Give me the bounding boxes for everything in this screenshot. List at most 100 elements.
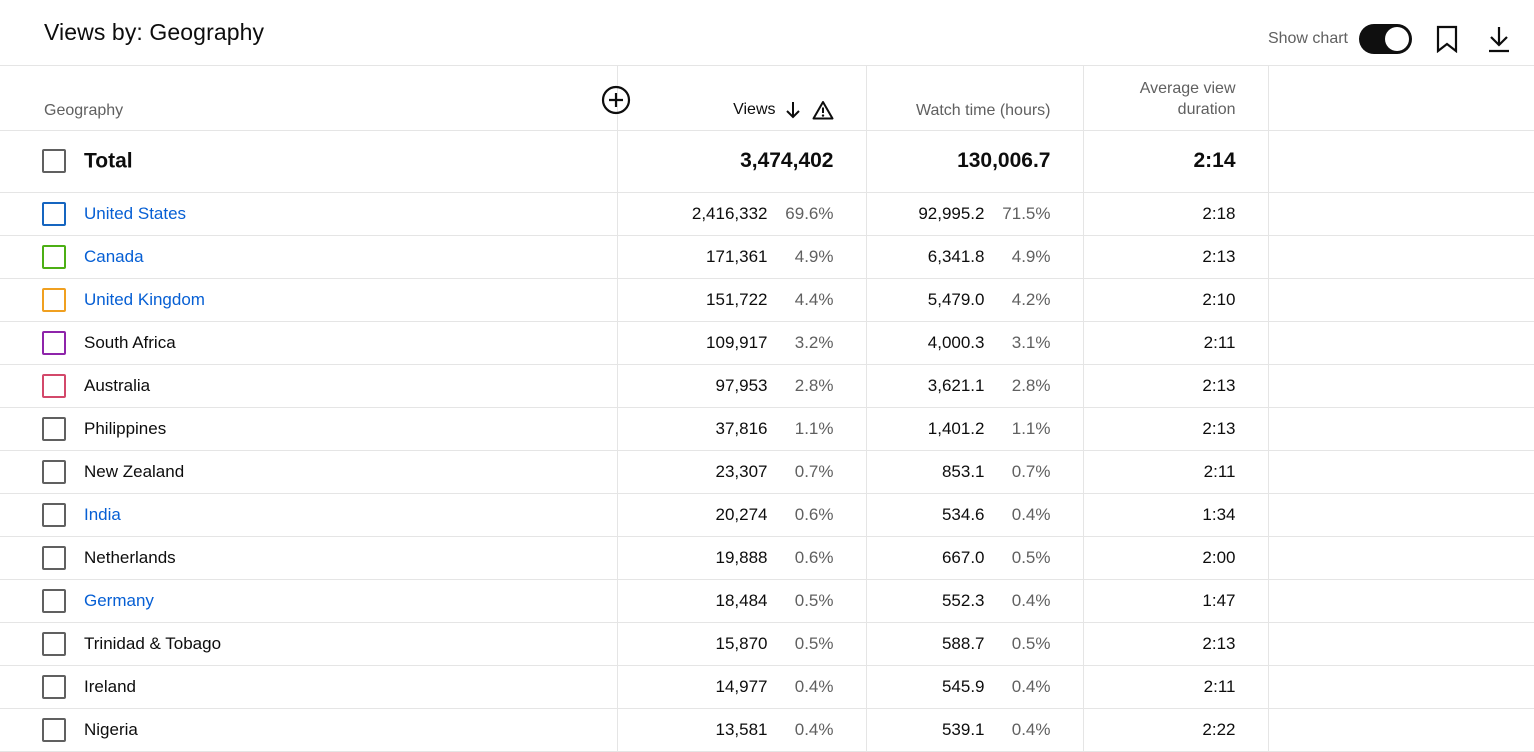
views-value: 19,888 — [715, 547, 768, 567]
views-percent: 0.6% — [794, 547, 834, 567]
country-name: Nigeria — [84, 719, 138, 739]
views-value: 13,581 — [715, 719, 768, 739]
views-value: 14,977 — [715, 676, 768, 696]
row-checkbox[interactable] — [42, 717, 66, 742]
add-circle-icon — [601, 85, 630, 115]
watch-time-value: 534.6 — [941, 504, 985, 524]
table-row: United Kingdom 151,722 4.4% 5,479.0 4.2% 2:10 — [0, 278, 1534, 322]
total-checkbox[interactable] — [42, 149, 66, 174]
geo-cell: Ireland — [0, 665, 617, 709]
watch-time-percent: 0.5% — [1011, 547, 1051, 567]
views-value: 20,274 — [715, 504, 768, 524]
watch-time-value: 3,621.1 — [927, 375, 985, 395]
views-percent: 1.1% — [794, 418, 834, 438]
views-cell: 97,953 2.8% — [616, 364, 866, 408]
watch-time-cell: 545.9 0.4% — [865, 665, 1083, 709]
download-icon — [1489, 27, 1509, 53]
row-checkbox[interactable] — [42, 588, 66, 613]
watch-time-cell: 853.1 0.7% — [865, 450, 1083, 494]
geography-table: Geography Views — [0, 66, 1534, 752]
total-row: Total 3,474,402 130,006.7 2:14 — [0, 130, 1534, 193]
column-header-avg-view-duration[interactable]: Average view duration — [1082, 66, 1268, 131]
views-value: 97,953 — [715, 375, 768, 395]
country-name[interactable]: India — [84, 504, 121, 524]
watch-time-header-label: Watch time (hours) — [915, 101, 1051, 119]
table-row: Philippines 37,816 1.1% 1,401.2 1.1% 2:13 — [0, 407, 1534, 451]
row-checkbox[interactable] — [42, 502, 66, 527]
page-title: Views by: Geography — [44, 19, 265, 45]
empty-cell — [1267, 536, 1534, 580]
geo-cell: United Kingdom — [0, 278, 617, 322]
add-column-button[interactable] — [601, 85, 631, 115]
watch-time-percent: 4.9% — [1011, 246, 1051, 266]
avg-view-duration-cell: 2:11 — [1082, 665, 1268, 709]
table-row: Netherlands 19,888 0.6% 667.0 0.5% 2:00 — [0, 536, 1534, 580]
views-percent: 0.4% — [794, 719, 834, 739]
watch-time-value: 5,479.0 — [927, 289, 985, 309]
column-header-watch-time[interactable]: Watch time (hours) — [865, 66, 1083, 131]
show-chart-toggle[interactable] — [1359, 24, 1412, 54]
toggle-knob — [1385, 27, 1409, 51]
empty-cell — [1267, 235, 1534, 279]
row-checkbox[interactable] — [42, 201, 66, 226]
warning-icon — [812, 100, 833, 119]
watch-time-cell: 5,479.0 4.2% — [865, 278, 1083, 322]
country-name[interactable]: United States — [84, 203, 187, 223]
watch-time-percent: 4.2% — [1011, 289, 1051, 309]
total-watch-time: 130,006.7 — [865, 130, 1083, 193]
views-cell: 14,977 0.4% — [616, 665, 866, 709]
watch-time-cell: 534.6 0.4% — [865, 493, 1083, 537]
watch-time-value: 588.7 — [941, 633, 985, 653]
row-checkbox[interactable] — [42, 330, 66, 355]
avg-view-duration-cell: 2:18 — [1082, 192, 1268, 236]
watch-time-value: 92,995.2 — [918, 203, 985, 223]
views-percent: 4.4% — [794, 289, 834, 309]
row-checkbox[interactable] — [42, 459, 66, 484]
empty-cell — [1267, 622, 1534, 666]
table-row: South Africa 109,917 3.2% 4,000.3 3.1% 2:11 — [0, 321, 1534, 365]
views-cell: 37,816 1.1% — [616, 407, 866, 451]
bookmark-button[interactable] — [1432, 24, 1462, 54]
row-checkbox[interactable] — [42, 631, 66, 656]
watch-time-percent: 3.1% — [1011, 332, 1051, 352]
download-button[interactable] — [1484, 24, 1514, 54]
empty-cell — [1267, 665, 1534, 709]
watch-time-cell: 539.1 0.4% — [865, 708, 1083, 752]
row-checkbox[interactable] — [42, 373, 66, 398]
views-percent: 3.2% — [794, 332, 834, 352]
views-cell: 151,722 4.4% — [616, 278, 866, 322]
watch-time-value: 4,000.3 — [927, 332, 985, 352]
avd-header-line2: duration — [1177, 100, 1236, 118]
views-cell: 19,888 0.6% — [616, 536, 866, 580]
avg-view-duration-cell: 1:47 — [1082, 579, 1268, 623]
total-label: Total — [84, 149, 133, 173]
watch-time-percent: 0.4% — [1011, 676, 1051, 696]
row-checkbox[interactable] — [42, 416, 66, 441]
views-value: 15,870 — [715, 633, 768, 653]
row-checkbox[interactable] — [42, 674, 66, 699]
bookmark-icon — [1436, 25, 1458, 53]
total-views: 3,474,402 — [616, 130, 866, 193]
total-empty-cell — [1267, 130, 1534, 193]
country-name[interactable]: Germany — [84, 590, 154, 610]
views-percent: 2.8% — [794, 375, 834, 395]
geo-cell: Trinidad & Tobago — [0, 622, 617, 666]
total-avg-view-duration: 2:14 — [1082, 130, 1268, 193]
empty-cell — [1267, 278, 1534, 322]
row-checkbox[interactable] — [42, 244, 66, 269]
views-value: 18,484 — [715, 590, 768, 610]
watch-time-percent: 0.5% — [1011, 633, 1051, 653]
country-name: Ireland — [84, 676, 136, 696]
geo-cell: Netherlands — [0, 536, 617, 580]
country-name[interactable]: Canada — [84, 246, 144, 266]
watch-time-value: 667.0 — [941, 547, 985, 567]
watch-time-percent: 2.8% — [1011, 375, 1051, 395]
row-checkbox[interactable] — [42, 287, 66, 312]
table-row: Australia 97,953 2.8% 3,621.1 2.8% 2:13 — [0, 364, 1534, 408]
column-header-views[interactable]: Views — [616, 66, 866, 131]
views-header-label: Views — [733, 100, 776, 118]
watch-time-percent: 0.4% — [1011, 719, 1051, 739]
country-name[interactable]: United Kingdom — [84, 289, 205, 309]
country-name: Philippines — [84, 418, 167, 438]
row-checkbox[interactable] — [42, 545, 66, 570]
